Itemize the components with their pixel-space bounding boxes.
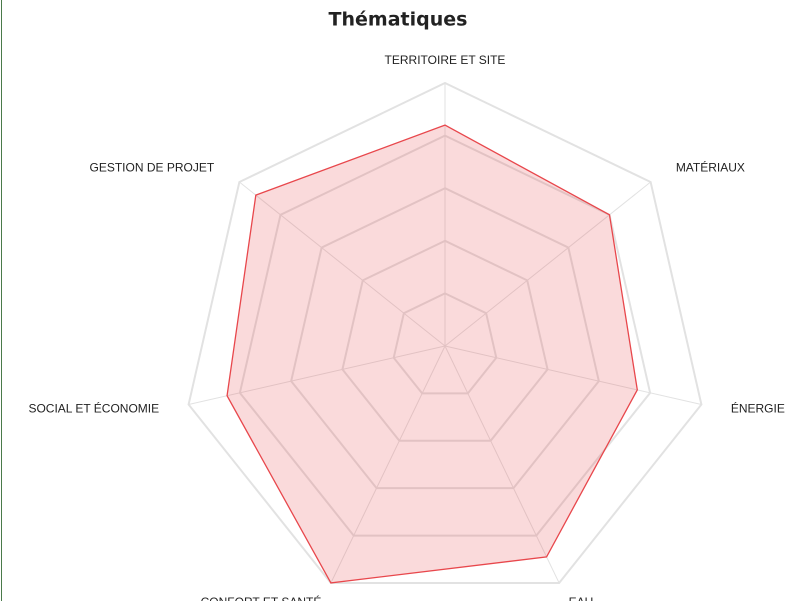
- grid-ring: [392, 292, 498, 395]
- grid-ring: [187, 81, 703, 584]
- spoke: [239, 181, 446, 347]
- data-area: [226, 124, 638, 584]
- axis-label: MATÉRIAUX: [676, 159, 745, 174]
- axis-label: TERRITOIRE ET SITE: [385, 53, 506, 67]
- spoke: [330, 345, 446, 584]
- spoke: [444, 345, 702, 406]
- axis-label: ÉNERGIE: [731, 401, 785, 416]
- axis-label: EAU: [569, 595, 594, 601]
- grid-ring: [341, 239, 549, 442]
- axis-label: CONFORT ET SANTÉ: [201, 594, 322, 601]
- spoke: [188, 345, 446, 406]
- grid-ring: [290, 187, 600, 490]
- axis-label: SOCIAL ET ÉCONOMIE: [28, 401, 159, 416]
- spoke: [444, 345, 560, 584]
- chart-title: Thématiques: [329, 9, 468, 31]
- grid-ring: [238, 134, 652, 537]
- axis-label: GESTION DE PROJET: [89, 160, 214, 174]
- spoke: [444, 181, 651, 347]
